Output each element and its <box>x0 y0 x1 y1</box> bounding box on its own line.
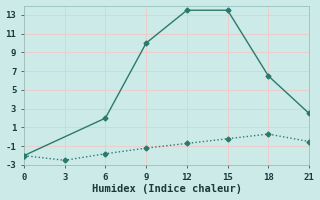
X-axis label: Humidex (Indice chaleur): Humidex (Indice chaleur) <box>92 184 242 194</box>
